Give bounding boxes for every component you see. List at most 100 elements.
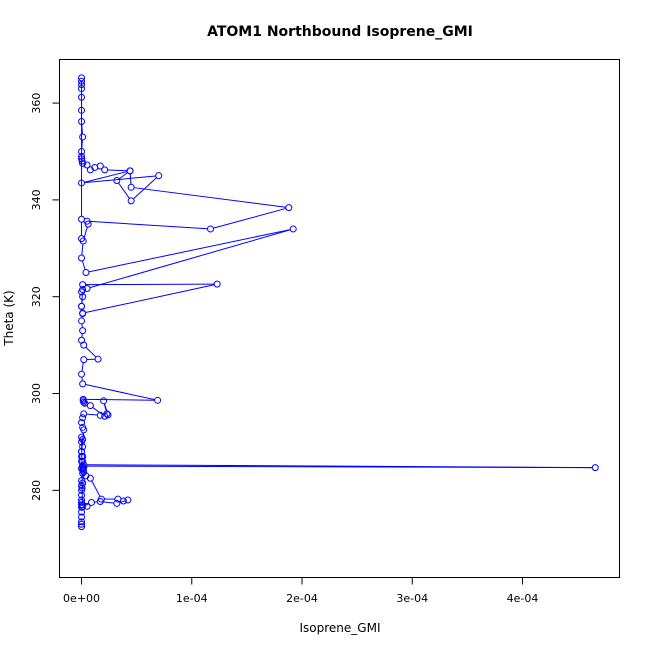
data-point bbox=[83, 502, 91, 510]
data-point bbox=[78, 491, 86, 499]
data-point bbox=[79, 395, 87, 403]
data-point bbox=[155, 172, 163, 180]
series-segment bbox=[118, 182, 130, 199]
data-point bbox=[213, 280, 221, 288]
data-point bbox=[591, 464, 599, 472]
data-point bbox=[79, 423, 87, 431]
data-point bbox=[78, 518, 86, 526]
data-point bbox=[83, 161, 91, 169]
series-segment bbox=[81, 260, 86, 270]
data-point bbox=[78, 117, 86, 125]
data-point bbox=[104, 411, 112, 419]
series-segment bbox=[90, 220, 208, 230]
data-point bbox=[78, 508, 86, 516]
data-point bbox=[126, 167, 134, 175]
data-point bbox=[100, 397, 108, 405]
data-point bbox=[79, 457, 87, 465]
data-point bbox=[127, 197, 135, 205]
data-point bbox=[78, 503, 86, 511]
series-segment bbox=[118, 172, 128, 180]
data-point bbox=[79, 443, 87, 451]
series-segment bbox=[133, 177, 157, 200]
data-point bbox=[87, 498, 95, 506]
series-segment bbox=[81, 362, 84, 372]
y-tick-label: 280 bbox=[30, 480, 43, 501]
series-segment bbox=[85, 384, 155, 401]
series-segment bbox=[83, 226, 88, 239]
series-segment bbox=[81, 292, 83, 304]
data-point bbox=[78, 496, 86, 504]
data-point bbox=[78, 462, 86, 470]
data-point bbox=[79, 133, 87, 141]
series-segment bbox=[91, 480, 101, 497]
data-point bbox=[78, 302, 86, 310]
y-tick-label: 320 bbox=[30, 286, 43, 307]
data-point bbox=[78, 513, 86, 521]
data-point bbox=[113, 177, 121, 185]
data-point bbox=[83, 284, 91, 292]
data-point bbox=[113, 499, 121, 507]
series-segment bbox=[86, 398, 155, 401]
data-point bbox=[78, 523, 86, 531]
data-point bbox=[154, 396, 162, 404]
data-point bbox=[78, 152, 86, 160]
data-point bbox=[86, 166, 94, 174]
data-point bbox=[78, 215, 86, 223]
data-point bbox=[78, 155, 86, 163]
plot-frame bbox=[59, 59, 620, 578]
series-segment bbox=[85, 284, 215, 314]
data-point bbox=[78, 179, 86, 187]
series-segment bbox=[89, 229, 291, 289]
x-axis: 0e+00 1e-04 2e-04 3e-04 4e-04 bbox=[63, 577, 538, 605]
data-point bbox=[78, 106, 86, 114]
data-point bbox=[97, 495, 105, 503]
data-point bbox=[79, 327, 87, 335]
data-point bbox=[80, 398, 88, 406]
data-point bbox=[78, 235, 86, 243]
data-point bbox=[94, 355, 102, 363]
x-tick-label: 1e-04 bbox=[176, 592, 208, 605]
data-point bbox=[207, 225, 215, 233]
series-segment bbox=[81, 432, 84, 449]
data-point bbox=[78, 85, 86, 93]
data-point bbox=[79, 414, 87, 422]
data-point bbox=[114, 495, 122, 503]
x-tick-label: 2e-04 bbox=[286, 592, 318, 605]
data-point bbox=[78, 370, 86, 378]
y-tick-label: 340 bbox=[30, 189, 43, 210]
series-segment bbox=[107, 169, 128, 172]
data-point bbox=[78, 520, 86, 528]
series-segment bbox=[85, 346, 97, 358]
y-axis: 280 300 320 340 360 bbox=[30, 93, 60, 501]
data-point bbox=[79, 281, 87, 289]
data-point bbox=[285, 204, 293, 212]
data-point bbox=[80, 410, 88, 418]
series-segment bbox=[86, 413, 98, 416]
data-point bbox=[78, 147, 86, 155]
data-point bbox=[78, 501, 86, 509]
data-point bbox=[127, 183, 135, 191]
data-point bbox=[78, 93, 86, 101]
data-point bbox=[289, 225, 297, 233]
data-point bbox=[78, 336, 86, 344]
data-point bbox=[78, 77, 86, 85]
y-tick-label: 360 bbox=[30, 93, 43, 114]
data-point bbox=[80, 461, 88, 469]
series-segment bbox=[81, 243, 84, 256]
data-point bbox=[80, 356, 88, 364]
chart-title: ATOM1 Northbound Isoprene_GMI bbox=[207, 24, 473, 40]
data-point bbox=[124, 496, 132, 504]
data-point bbox=[78, 74, 86, 82]
data-point bbox=[79, 293, 87, 301]
series-segment bbox=[86, 464, 593, 469]
y-axis-label: Theta (K) bbox=[2, 290, 16, 346]
data-point bbox=[101, 166, 109, 174]
series-segment bbox=[84, 171, 128, 183]
data-point bbox=[82, 269, 90, 277]
series-segment bbox=[213, 207, 287, 229]
data-point bbox=[78, 254, 86, 262]
series-segment bbox=[134, 187, 286, 208]
series-segment bbox=[92, 407, 103, 415]
series-segment bbox=[88, 229, 291, 273]
